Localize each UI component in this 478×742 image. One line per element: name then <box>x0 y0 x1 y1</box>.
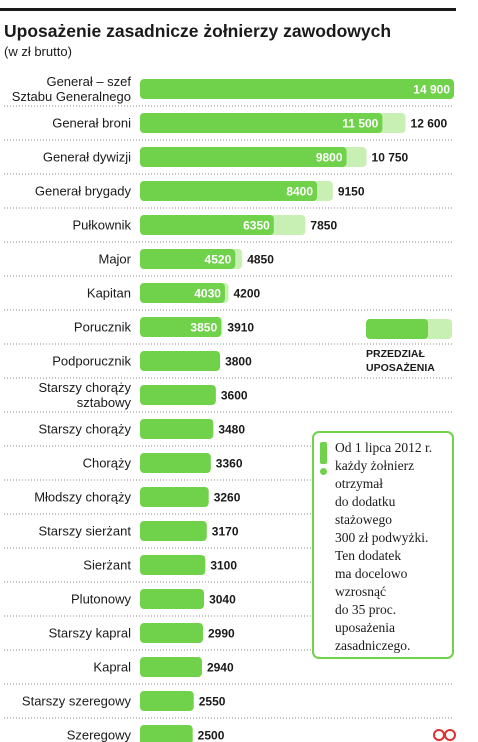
category-label: Starszy szeregowy <box>22 694 132 709</box>
bar-row: Generał – szef Sztabu Generalnego 14 900 <box>4 74 454 107</box>
category-label: Kapitan <box>87 286 131 301</box>
min-bar <box>140 691 194 711</box>
category-label: Porucznik <box>74 320 132 335</box>
min-bar <box>140 215 274 235</box>
bar-row: Generał brygady 8400 9150 <box>4 181 454 209</box>
category-label: Młodszy chorąży <box>34 490 131 505</box>
max-value-label: 10 750 <box>372 151 409 165</box>
max-value-label: 3260 <box>214 491 241 505</box>
min-bar <box>140 317 222 337</box>
bar-row: Generał dywizji 9800 10 750 <box>4 147 454 175</box>
max-value-label: 2990 <box>208 627 235 641</box>
legend-min-swatch <box>366 319 428 339</box>
chart-subtitle: (w zł brutto) <box>4 44 72 59</box>
category-label: Generał – szef Sztabu Generalnego <box>12 74 132 104</box>
category-label: Sierżant <box>83 558 131 573</box>
info-note: Od 1 lipca 2012 r. każdy żołnierz otrzym… <box>312 431 454 659</box>
min-bar <box>140 521 207 541</box>
bar-row: Generał broni 11 500 12 600 <box>4 113 454 141</box>
max-value-label: 3100 <box>210 559 237 573</box>
category-label: Chorąży <box>83 456 132 471</box>
max-value-label: 4200 <box>234 287 261 301</box>
max-value-label: 3040 <box>209 593 236 607</box>
bar-row: Porucznik 3850 3910 <box>4 317 454 345</box>
max-value-label: 2550 <box>199 695 226 709</box>
bar-row: Starszy chorąży sztabowy 3600 <box>4 380 454 413</box>
min-bar <box>140 657 202 677</box>
max-value-label: 3170 <box>212 525 239 539</box>
min-bar <box>140 589 205 609</box>
category-label: Generał broni <box>52 116 131 131</box>
bar-row: Major 4520 4850 <box>4 249 454 277</box>
legend-label: PRZEDZIAŁ UPOSAŻENIA <box>366 348 435 374</box>
min-value-label: 3850 <box>190 321 217 335</box>
max-value-label: 9150 <box>338 185 365 199</box>
publisher-logo-icon <box>433 729 456 741</box>
min-bar <box>140 283 225 303</box>
max-value-label: 3910 <box>227 321 254 335</box>
max-value-label: 4850 <box>247 253 274 267</box>
bar-row: Kapitan 4030 4200 <box>4 283 454 311</box>
bar-row: Kapral 2940 <box>4 657 454 685</box>
min-bar <box>140 147 347 167</box>
min-bar <box>140 419 214 439</box>
min-value-label: 8400 <box>286 185 313 199</box>
category-label: Starszy sierżant <box>39 524 132 539</box>
category-label: Starszy kapral <box>49 626 131 641</box>
category-label: Major <box>98 252 131 267</box>
min-value-label: 9800 <box>316 151 343 165</box>
bar-row: Pułkownik 6350 7850 <box>4 215 454 243</box>
exclamation-icon <box>320 442 327 464</box>
category-label: Generał dywizji <box>43 150 131 165</box>
max-value-label: 3480 <box>218 423 245 437</box>
max-value-label: 3360 <box>216 457 243 471</box>
min-bar <box>140 555 206 575</box>
min-bar <box>140 725 193 742</box>
legend: PRZEDZIAŁ UPOSAŻENIA <box>366 319 452 374</box>
min-value-label: 11 500 <box>342 117 378 131</box>
min-bar <box>140 385 216 405</box>
category-label: Kapral <box>93 660 131 675</box>
max-value-label: 12 600 <box>411 117 448 131</box>
exclamation-dot-icon <box>320 468 327 475</box>
max-value-label: 7850 <box>310 219 337 233</box>
min-value-label: 6350 <box>243 219 270 233</box>
min-bar <box>140 453 211 473</box>
bar-row: Szeregowy 2500 <box>67 725 225 742</box>
max-value-label: 2500 <box>198 729 225 742</box>
note-text: Od 1 lipca 2012 r. każdy żołnierz otrzym… <box>335 440 433 653</box>
category-label: Podporucznik <box>52 354 131 369</box>
max-value-label: 3800 <box>225 355 252 369</box>
min-bar <box>140 623 204 643</box>
min-bar <box>140 113 383 133</box>
bar-row: Starszy szeregowy 2550 <box>4 691 454 719</box>
min-bar <box>140 487 209 507</box>
min-value-label: 4520 <box>205 253 232 267</box>
top-rule <box>0 8 456 11</box>
min-bar <box>140 181 318 201</box>
min-bar <box>140 351 221 371</box>
category-label: Generał brygady <box>35 184 132 199</box>
min-value-label: 14 900 <box>413 83 450 97</box>
max-value-label: 3600 <box>221 389 248 403</box>
bar-row: Starszy sierżant 3170 <box>4 521 454 549</box>
chart-title: Uposażenie zasadnicze żołnierzy zawodowy… <box>4 21 392 41</box>
min-bar <box>140 79 454 99</box>
bar-row: Chorąży 3360 <box>4 453 454 481</box>
max-value-label: 2940 <box>207 661 234 675</box>
category-label: Starszy chorąży <box>39 422 132 437</box>
category-label: Szeregowy <box>67 728 132 742</box>
category-label: Starszy chorąży sztabowy <box>39 380 132 410</box>
bar-row: Starszy chorąży 3480 <box>4 419 454 447</box>
category-label: Pułkownik <box>72 218 131 233</box>
bar-row: Starszy kapral 2990 <box>4 623 454 651</box>
min-value-label: 4030 <box>194 287 221 301</box>
category-label: Plutonowy <box>71 592 131 607</box>
bar-row: Podporucznik 3800 <box>4 351 454 379</box>
min-bar <box>140 249 236 269</box>
